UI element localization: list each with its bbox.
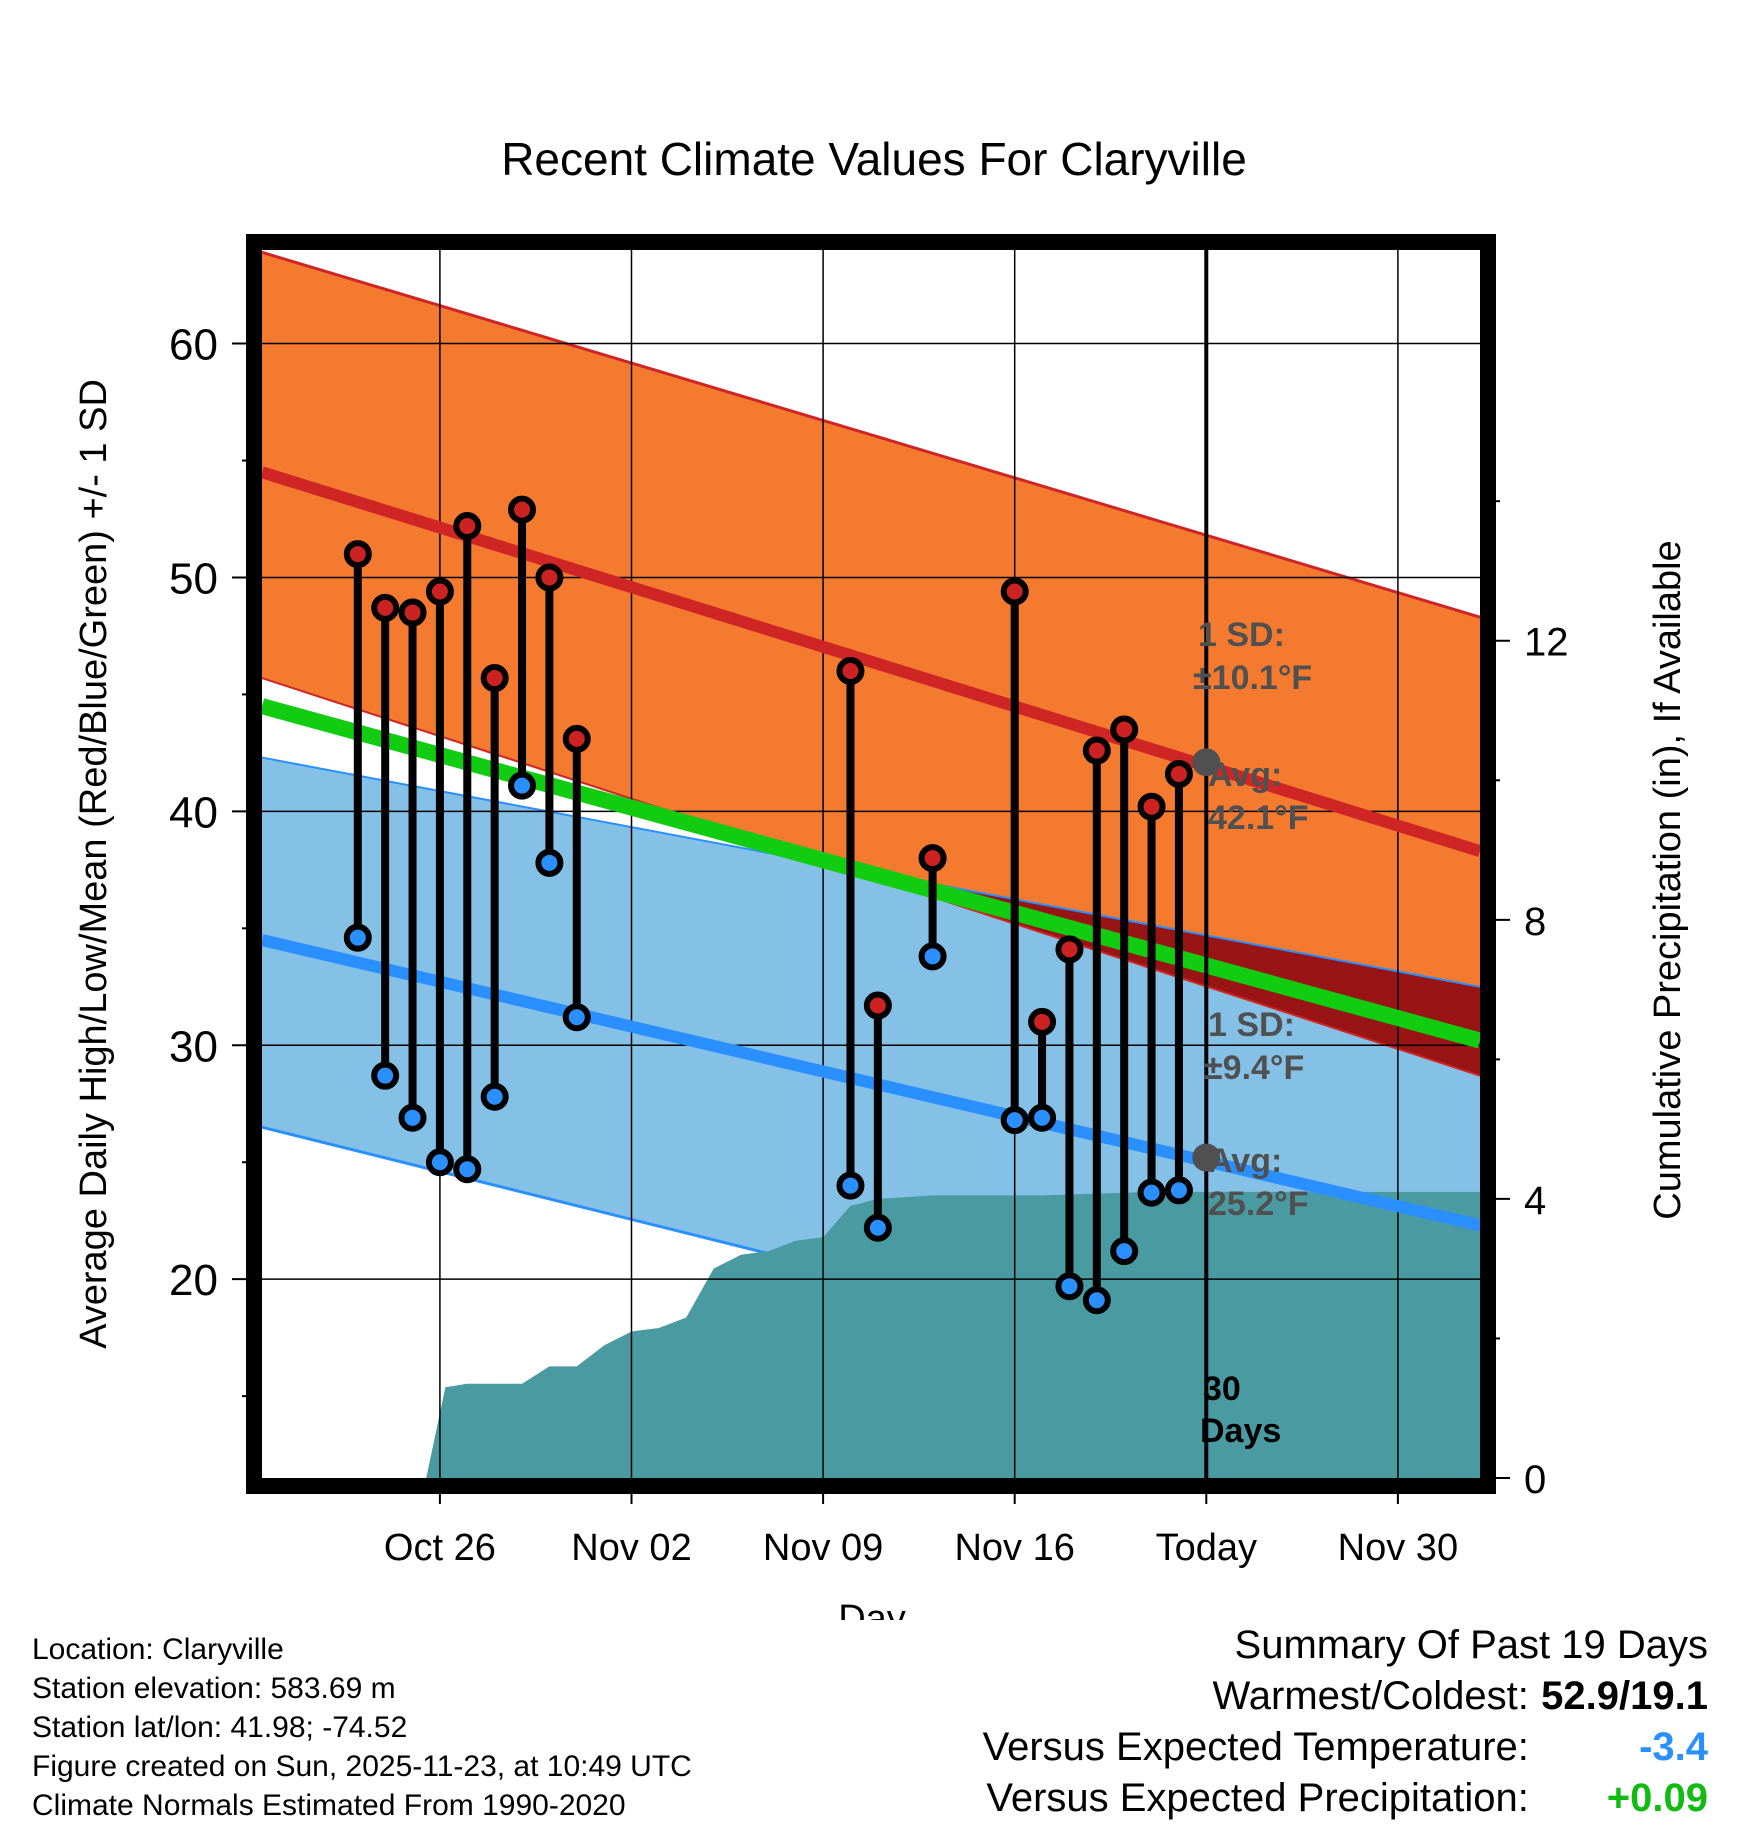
summary-precip-row: Versus Expected Precipitation: +0.09 xyxy=(983,1773,1708,1824)
summary-temp-row: Versus Expected Temperature: -3.4 xyxy=(983,1722,1708,1773)
low-annotation: 1 SD: xyxy=(1208,1006,1295,1044)
daily-high-point xyxy=(836,657,865,686)
y-tick-label: 40 xyxy=(169,788,218,837)
chart-title: Recent Climate Values For Claryville xyxy=(501,133,1247,185)
plot-frame xyxy=(246,234,1496,1494)
daily-low-point xyxy=(1137,1178,1166,1207)
daily-high-point xyxy=(480,664,509,693)
location-line: Location: Claryville xyxy=(32,1633,284,1666)
daily-low-point xyxy=(1028,1103,1057,1132)
high-today-marker xyxy=(1192,748,1221,777)
created-line: Figure created on Sun, 2025-11-23, at 10… xyxy=(32,1750,692,1783)
high-annotation: ±10.1°F xyxy=(1193,659,1312,697)
precip-anomaly-label: Versus Expected Precipitation: xyxy=(986,1776,1529,1820)
x-tick-label: Nov 09 xyxy=(763,1527,883,1569)
precip-anomaly-value: +0.09 xyxy=(1606,1776,1708,1820)
daily-low-point xyxy=(343,923,372,952)
daily-low-point xyxy=(508,771,537,800)
low-today-marker xyxy=(1192,1143,1221,1172)
x-axis-label: Day xyxy=(838,1598,906,1620)
climate-chart: Recent Climate Values For Claryville 1 S… xyxy=(73,133,1689,1620)
normals-line: Climate Normals Estimated From 1990-2020 xyxy=(32,1789,626,1822)
daily-low-point xyxy=(836,1171,865,1200)
window-annotation: 30 xyxy=(1203,1370,1241,1408)
daily-low-point xyxy=(1110,1237,1139,1266)
y2-tick-label: 4 xyxy=(1524,1179,1546,1223)
temp-anomaly-label: Versus Expected Temperature: xyxy=(982,1725,1529,1769)
low-annotation: Avg: xyxy=(1208,1142,1282,1180)
daily-low-point xyxy=(535,848,564,877)
daily-high-point xyxy=(562,724,591,753)
high-annotation: Avg: xyxy=(1208,756,1282,794)
summary-warmest-row: Warmest/Coldest: 52.9/19.1 xyxy=(983,1671,1709,1722)
y2-tick-label: 8 xyxy=(1524,900,1546,944)
temp-anomaly-value: -3.4 xyxy=(1639,1725,1708,1769)
daily-low-point xyxy=(480,1082,509,1111)
daily-high-point xyxy=(535,563,564,592)
low-annotation: ±9.4°F xyxy=(1204,1049,1304,1087)
daily-high-point xyxy=(1000,577,1029,606)
daily-high-point xyxy=(1082,736,1111,765)
y2-axis-label: Cumulative Precipitation (in), If Availa… xyxy=(1647,540,1689,1219)
low-annotation: 25.2°F xyxy=(1208,1185,1309,1223)
latlon-line: Station lat/lon: 41.98; -74.52 xyxy=(32,1711,408,1744)
elevation-line: Station elevation: 583.69 m xyxy=(32,1672,396,1705)
daily-low-point xyxy=(453,1155,482,1184)
daily-high-point xyxy=(508,495,537,524)
daily-high-point xyxy=(918,844,947,873)
daily-low-point xyxy=(371,1061,400,1090)
daily-high-point xyxy=(1028,1007,1057,1036)
precipitation-area xyxy=(426,1191,1480,1478)
y2-tick-label: 12 xyxy=(1524,621,1569,665)
summary-panel: Summary Of Past 19 Days Warmest/Coldest:… xyxy=(983,1620,1708,1824)
daily-high-point xyxy=(1137,792,1166,821)
y-tick-label: 20 xyxy=(169,1256,218,1305)
daily-low-point xyxy=(1055,1272,1084,1301)
daily-low-point xyxy=(425,1148,454,1177)
x-tick-label: Nov 02 xyxy=(571,1527,691,1569)
y-axis-label: Average Daily High/Low/Mean (Red/Blue/Gr… xyxy=(73,379,115,1349)
y-tick-label: 30 xyxy=(169,1022,218,1071)
x-tick-label: Today xyxy=(1156,1527,1257,1569)
station-info: Location: Claryville Station elevation: … xyxy=(32,1630,692,1825)
window-annotation: Days xyxy=(1200,1412,1281,1450)
daily-low-point xyxy=(1000,1106,1029,1135)
y2-tick-label: 0 xyxy=(1524,1458,1546,1502)
daily-low-point xyxy=(1164,1176,1193,1205)
daily-low-point xyxy=(398,1103,427,1132)
daily-high-point xyxy=(453,512,482,541)
y-tick-label: 60 xyxy=(169,321,218,370)
y-tick-label: 50 xyxy=(169,554,218,603)
x-tick-label: Oct 26 xyxy=(384,1527,496,1569)
summary-title: Summary Of Past 19 Days xyxy=(1234,1623,1708,1667)
daily-high-point xyxy=(1110,715,1139,744)
daily-high-point xyxy=(425,577,454,606)
daily-high-point xyxy=(1055,935,1084,964)
daily-high-point xyxy=(863,991,892,1020)
daily-high-point xyxy=(343,540,372,569)
warmest-label: Warmest/Coldest: xyxy=(1212,1674,1529,1718)
daily-high-point xyxy=(1164,759,1193,788)
x-tick-label: Nov 16 xyxy=(954,1527,1074,1569)
x-tick-label: Nov 30 xyxy=(1338,1527,1458,1569)
daily-low-point xyxy=(918,942,947,971)
daily-low-point xyxy=(1082,1286,1111,1315)
daily-high-point xyxy=(371,593,400,622)
warmest-value: 52.9/19.1 xyxy=(1541,1674,1708,1718)
high-upper-edge xyxy=(261,250,1481,619)
high-annotation: 42.1°F xyxy=(1208,799,1309,837)
high-annotation: 1 SD: xyxy=(1198,616,1285,654)
daily-high-point xyxy=(398,598,427,627)
daily-low-point xyxy=(562,1003,591,1032)
daily-low-point xyxy=(863,1213,892,1242)
